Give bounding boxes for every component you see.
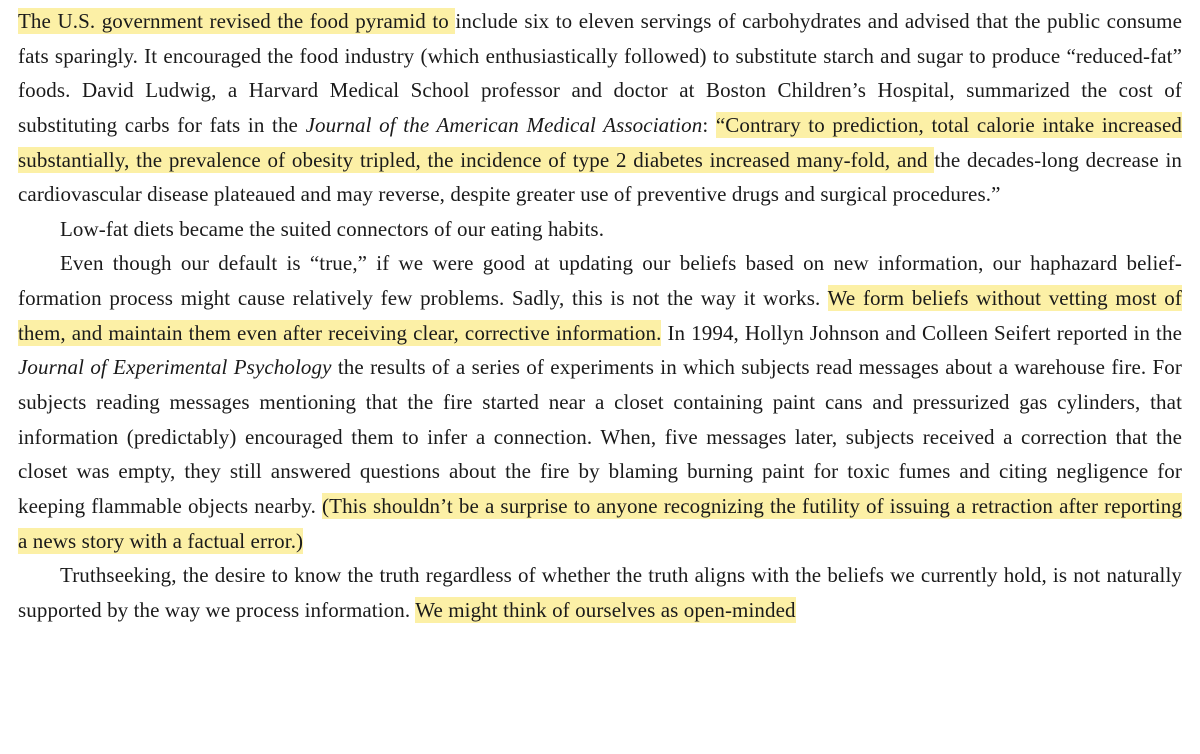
italic-journal-2: Journal of Experimental Psychology [18, 355, 332, 379]
text-span: In 1994, Hollyn Johnson and Colleen Seif… [661, 321, 1182, 345]
paragraph-4: Truthseeking, the desire to know the tru… [18, 558, 1182, 627]
text-span: : [702, 113, 716, 137]
paragraph-3: Even though our default is “true,” if we… [18, 246, 1182, 558]
paragraph-1: The U.S. government revised the food pyr… [18, 4, 1182, 212]
text-span: Low-fat diets became the suited connecto… [60, 217, 604, 241]
paragraph-2: Low-fat diets became the suited connecto… [18, 212, 1182, 247]
highlight-5: We might think of ourselves as open-mind… [415, 597, 795, 623]
italic-journal-1: Journal of the American Medical Associat… [306, 113, 703, 137]
document-content: The U.S. government revised the food pyr… [18, 4, 1182, 628]
highlight-1: The U.S. government revised the food pyr… [18, 8, 455, 34]
